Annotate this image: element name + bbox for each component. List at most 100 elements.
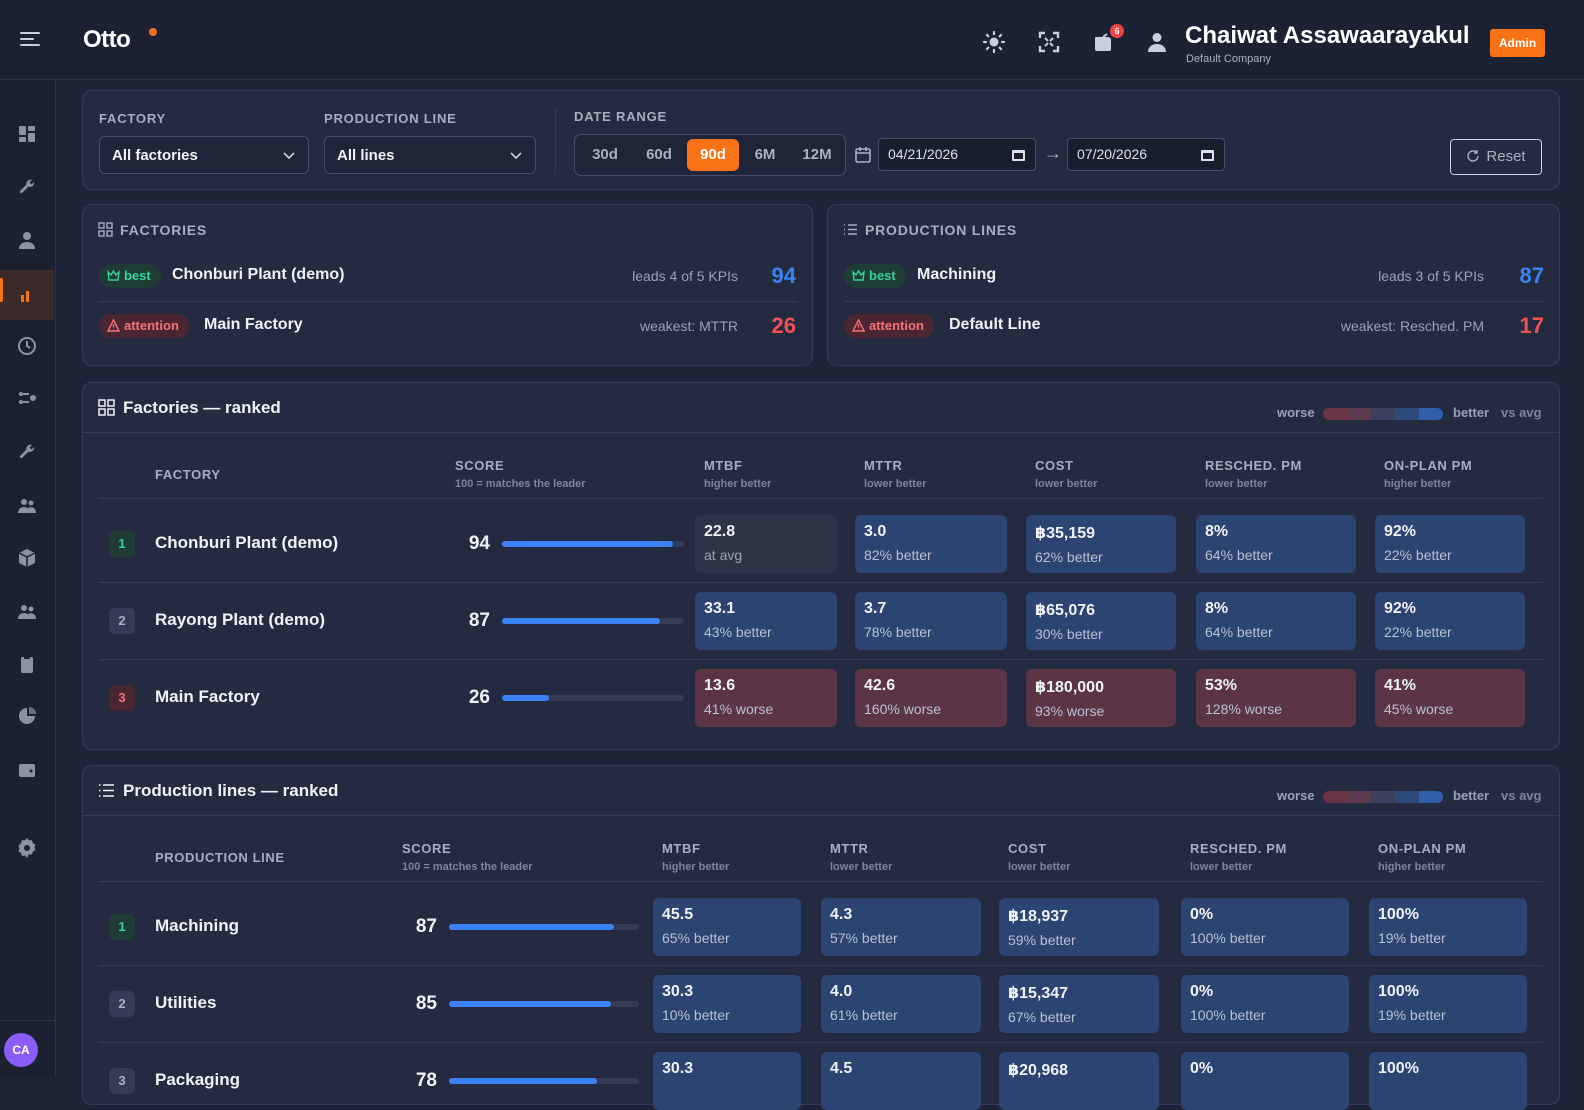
kpi-cell-onplan[interactable]: 100% — [1369, 1051, 1527, 1110]
fullscreen-icon[interactable] — [1037, 30, 1061, 54]
tools-icon[interactable] — [0, 432, 54, 472]
column-header-mtbf[interactable]: MTBF — [662, 841, 701, 856]
kpi-cell-mtbf[interactable]: 22.8 at avg — [695, 514, 837, 573]
attention-line-name[interactable]: Default Line — [949, 316, 1041, 333]
role-badge[interactable]: Admin — [1490, 29, 1545, 57]
kpi-cell-resched[interactable]: 8% 64% better — [1196, 514, 1356, 573]
legend: worse better vs avg — [1277, 782, 1543, 812]
kpi-cell-mtbf[interactable]: 30.3 — [653, 1051, 801, 1110]
kpi-cell-cost[interactable]: ฿15,347 67% better — [999, 974, 1159, 1033]
range-90d-button[interactable]: 90d — [687, 139, 739, 171]
kpi-cell-cost[interactable]: ฿35,159 62% better — [1026, 514, 1176, 573]
row-score: 78 — [415, 1069, 437, 1091]
wrench-icon[interactable] — [0, 167, 54, 207]
header-row-divider — [99, 881, 1543, 882]
brightness-icon[interactable] — [982, 30, 1006, 54]
kpi-cell-cost[interactable]: ฿65,076 30% better — [1026, 591, 1176, 650]
kpi-cell-resched[interactable]: 53% 128% worse — [1196, 668, 1356, 727]
avatar[interactable]: CA — [4, 1033, 38, 1067]
attention-factory-name[interactable]: Main Factory — [204, 316, 303, 333]
kpi-cell-resched[interactable]: 8% 64% better — [1196, 591, 1356, 650]
brand-logo[interactable]: Otto — [83, 26, 131, 53]
users-icon[interactable] — [0, 592, 54, 632]
kpi-cell-onplan[interactable]: 100% 19% better — [1369, 897, 1527, 956]
dashboard-icon[interactable] — [0, 114, 54, 154]
user-name[interactable]: Chaiwat Assawaarayakul — [1185, 22, 1470, 49]
column-header-resched[interactable]: RESCHED. PM — [1190, 841, 1287, 856]
kpi-cell-mtbf[interactable]: 33.1 43% better — [695, 591, 837, 650]
kpi-value: 22.8 — [704, 522, 736, 540]
kpi-cell-mttr[interactable]: 42.6 160% worse — [855, 668, 1007, 727]
lines-summary-card — [827, 204, 1560, 366]
date-to-input[interactable]: 07/20/2026 — [1067, 138, 1225, 171]
history-icon[interactable] — [0, 326, 54, 366]
row-name[interactable]: Chonburi Plant (demo) — [155, 532, 339, 552]
kpi-cell-onplan[interactable]: 100% 19% better — [1369, 974, 1527, 1033]
range-60d-button[interactable]: 60d — [646, 146, 672, 163]
kpi-cell-cost[interactable]: ฿18,937 59% better — [999, 897, 1159, 956]
warning-icon — [106, 318, 121, 332]
user-icon[interactable] — [1145, 30, 1169, 54]
kpi-cell-mttr[interactable]: 4.3 57% better — [821, 897, 981, 956]
column-header-cost[interactable]: COST — [1008, 841, 1047, 856]
kpi-value: 53% — [1205, 676, 1238, 694]
menu-icon[interactable] — [20, 32, 40, 48]
kpi-cell-mttr[interactable]: 3.0 82% better — [855, 514, 1007, 573]
wallet-icon[interactable] — [0, 750, 54, 790]
column-subheader-mtbf: higher better — [662, 861, 730, 873]
notification-icon[interactable] — [1092, 30, 1116, 54]
kpi-cell-resched[interactable]: 0% 100% better — [1181, 897, 1349, 956]
column-header-mttr[interactable]: MTTR — [864, 458, 903, 473]
row-name[interactable]: Packaging — [155, 1069, 241, 1089]
kpi-cell-resched[interactable]: 0% — [1181, 1051, 1349, 1110]
box-icon[interactable] — [0, 538, 54, 578]
row-name[interactable]: Utilities — [155, 992, 217, 1012]
pie-icon[interactable] — [0, 696, 54, 736]
person-icon[interactable] — [0, 220, 54, 260]
column-header-mtbf[interactable]: MTBF — [704, 458, 743, 473]
kpi-cell-mttr[interactable]: 4.5 — [821, 1051, 981, 1110]
date-from-input[interactable]: 04/21/2026 — [878, 138, 1036, 171]
range-6m-button[interactable]: 6M — [754, 146, 776, 163]
row-name[interactable]: Rayong Plant (demo) — [155, 609, 326, 629]
chart-icon[interactable] — [0, 270, 54, 320]
range-12m-button[interactable]: 12M — [802, 146, 832, 163]
kpi-cell-resched[interactable]: 0% 100% better — [1181, 974, 1349, 1033]
column-header-cost[interactable]: COST — [1035, 458, 1074, 473]
column-header-onplan[interactable]: ON-PLAN PM — [1384, 458, 1473, 473]
best-factory-name[interactable]: Chonburi Plant (demo) — [172, 266, 345, 283]
kpi-cell-mtbf[interactable]: 45.5 65% better — [653, 897, 801, 956]
line-select[interactable]: All lines — [324, 136, 536, 174]
workflow-icon[interactable] — [0, 378, 54, 418]
column-header-onplan[interactable]: ON-PLAN PM — [1378, 841, 1467, 856]
kpi-cell-onplan[interactable]: 92% 22% better — [1375, 514, 1525, 573]
reset-button[interactable]: Reset — [1450, 139, 1542, 175]
list-icon — [99, 784, 114, 797]
calendar-picker-icon[interactable] — [1012, 148, 1025, 161]
row-name[interactable]: Main Factory — [155, 686, 260, 706]
kpi-cell-onplan[interactable]: 41% 45% worse — [1375, 668, 1525, 727]
clipboard-icon[interactable] — [0, 644, 54, 684]
best-line-name[interactable]: Machining — [917, 266, 997, 283]
kpi-cell-cost[interactable]: ฿180,000 93% worse — [1026, 668, 1176, 727]
column-header-mttr[interactable]: MTTR — [830, 841, 869, 856]
score-track — [502, 540, 684, 547]
calendar-picker-icon[interactable] — [1201, 148, 1214, 161]
factories-summary-card — [82, 204, 813, 366]
team-icon[interactable] — [0, 486, 54, 526]
score-track — [449, 1000, 639, 1007]
column-subheader-mtbf: higher better — [704, 478, 772, 490]
row-divider — [99, 1042, 1543, 1043]
settings-icon[interactable] — [0, 828, 54, 868]
row-divider — [99, 582, 1543, 583]
kpi-cell-mttr[interactable]: 4.0 61% better — [821, 974, 981, 1033]
range-30d-button[interactable]: 30d — [592, 146, 618, 163]
column-header-resched[interactable]: RESCHED. PM — [1205, 458, 1302, 473]
kpi-cell-mtbf[interactable]: 30.3 10% better — [653, 974, 801, 1033]
kpi-cell-mtbf[interactable]: 13.6 41% worse — [695, 668, 837, 727]
kpi-cell-cost[interactable]: ฿20,968 — [999, 1051, 1159, 1110]
row-name[interactable]: Machining — [155, 915, 240, 935]
kpi-cell-onplan[interactable]: 92% 22% better — [1375, 591, 1525, 650]
kpi-cell-mttr[interactable]: 3.7 78% better — [855, 591, 1007, 650]
factory-select[interactable]: All factories — [99, 136, 309, 174]
